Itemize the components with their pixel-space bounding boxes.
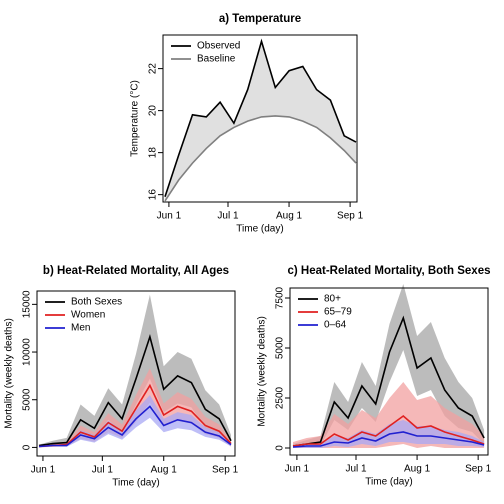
series-line xyxy=(38,333,232,447)
legend-label: Both Sexes xyxy=(71,297,122,308)
y-tick-label: 16 xyxy=(148,189,159,201)
legend-label: Baseline xyxy=(197,54,236,65)
y-tick-label: 10000 xyxy=(22,338,33,366)
series-line xyxy=(38,383,232,448)
x-axis-label: Time (day) xyxy=(112,478,159,489)
x-tick-label: Aug 1 xyxy=(151,465,178,476)
y-axis-label: Mortality (weekly deaths) xyxy=(4,318,15,429)
series-line xyxy=(38,405,232,448)
shaded-area xyxy=(165,41,356,201)
chart-title: c) Heat-Related Mortality, Both Sexes xyxy=(287,265,490,277)
x-tick-label: Jul 1 xyxy=(345,464,367,475)
series-line xyxy=(292,315,485,447)
y-tick-label: 18 xyxy=(148,147,159,159)
x-tick-label: Aug 1 xyxy=(276,211,303,222)
x-tick-label: Sep 1 xyxy=(212,465,239,476)
x-tick-label: Sep 1 xyxy=(465,464,492,475)
confidence-band xyxy=(293,284,485,448)
y-tick-label: 15000 xyxy=(22,290,33,318)
x-tick-label: Jun 1 xyxy=(157,211,182,222)
x-tick-label: Jul 1 xyxy=(92,465,114,476)
confidence-band xyxy=(39,294,231,448)
legend-label: Men xyxy=(71,323,90,334)
y-tick-label: 2500 xyxy=(275,386,286,409)
series-line xyxy=(164,115,357,202)
y-axis-label: Temperature (°C) xyxy=(130,80,141,157)
x-axis-label: Time (day) xyxy=(365,477,412,488)
x-axis-label: Time (day) xyxy=(236,224,283,235)
chart-title: b) Heat-Related Mortality, All Ages xyxy=(43,265,229,277)
legend-label: 80+ xyxy=(324,294,341,305)
panel: b) Heat-Related Mortality, All Ages Jun 1… xyxy=(4,265,239,489)
series-line xyxy=(164,38,357,197)
plot-frame xyxy=(289,287,489,456)
x-tick-label: Jun 1 xyxy=(285,464,310,475)
x-tick-label: Aug 1 xyxy=(404,464,431,475)
chart-title: a) Temperature xyxy=(219,13,301,25)
legend-label: Observed xyxy=(197,41,240,52)
x-tick-label: Jul 1 xyxy=(217,211,239,222)
legend-label: 65–79 xyxy=(324,307,352,318)
y-tick-label: 20 xyxy=(148,105,159,117)
y-tick-label: 5000 xyxy=(275,336,286,359)
y-tick-label: 22 xyxy=(148,63,159,75)
legend-label: Women xyxy=(71,310,105,321)
panel: a) Temperature Jun 1 Jul 1 Aug 1 Sep 1 16 18 20… xyxy=(130,13,364,235)
plot-frame xyxy=(36,290,236,457)
y-tick-label: 0 xyxy=(22,444,33,450)
y-tick-label: 0 xyxy=(275,445,286,451)
y-tick-label: 5000 xyxy=(22,388,33,411)
y-axis-label: Mortality (weekly deaths) xyxy=(257,316,268,427)
y-tick-label: 7500 xyxy=(275,286,286,309)
x-tick-label: Sep 1 xyxy=(337,211,364,222)
panel: c) Heat-Related Mortality, Both Sexes Jun… xyxy=(257,265,492,488)
series-line xyxy=(292,414,485,447)
plot-frame xyxy=(162,34,358,203)
confidence-band xyxy=(39,368,231,448)
legend-label: 0–64 xyxy=(324,320,347,331)
series-line xyxy=(292,431,485,448)
x-tick-label: Jun 1 xyxy=(31,465,56,476)
